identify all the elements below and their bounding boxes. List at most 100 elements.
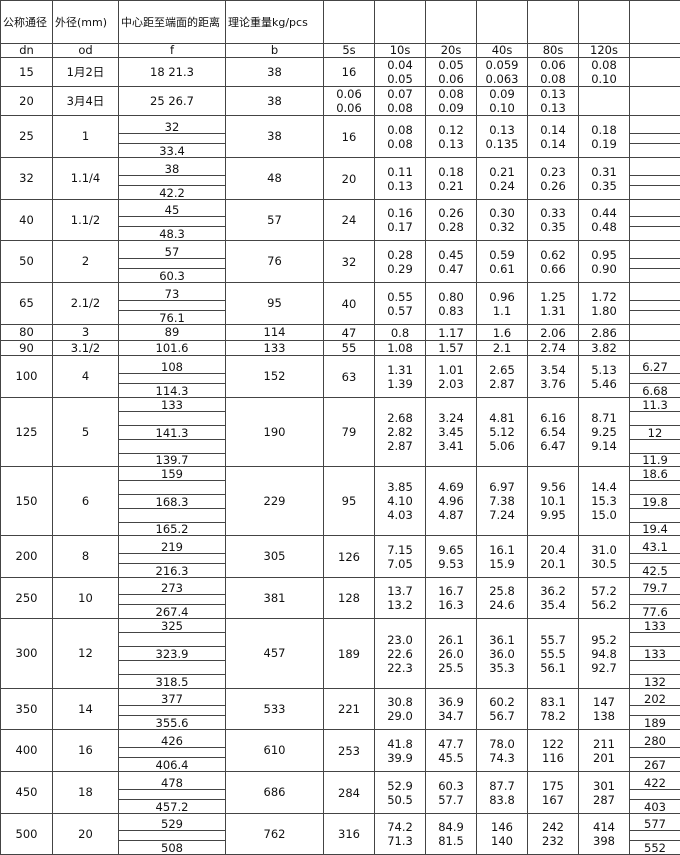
weight-value: 16.7 <box>426 584 476 598</box>
weight-value: 0.06 <box>324 101 374 115</box>
header-code: 10s <box>375 44 426 58</box>
extra-cell: 133 <box>630 647 680 661</box>
weight-value: 39.9 <box>375 751 425 765</box>
weight-value: 0.24 <box>477 179 527 193</box>
weight-value: 201 <box>579 751 629 765</box>
f-cell: 529 <box>119 814 226 831</box>
weight-value: 81.5 <box>426 834 476 848</box>
weight-value: 55.5 <box>528 647 578 661</box>
weight-value: 36.9 <box>426 695 476 709</box>
header-code: 20s <box>426 44 477 58</box>
weight-value: 0.16 <box>375 206 425 220</box>
od-cell: 2.1/2 <box>53 283 119 325</box>
weight-value: 0.26 <box>426 206 476 220</box>
weight-value: 0.33 <box>528 206 578 220</box>
weight-value: 56.2 <box>579 598 629 612</box>
extra-cell: 280 <box>630 730 680 748</box>
weight-value: 16.3 <box>426 598 476 612</box>
weight-value: 56.7 <box>477 709 527 723</box>
dn-cell: 400 <box>1 730 53 772</box>
weight-value: 94.8 <box>579 647 629 661</box>
extra-cell <box>630 58 680 87</box>
od-cell: 4 <box>53 356 119 398</box>
weight-value: 0.21 <box>477 165 527 179</box>
weight-value: 63 <box>324 370 374 384</box>
weight-value: 84.9 <box>426 820 476 834</box>
od-cell: 1 <box>53 116 119 158</box>
weight-value: 0.09 <box>426 101 476 115</box>
weight-5s-cell: 126 <box>324 536 375 578</box>
od-cell: 16 <box>53 730 119 772</box>
weight-120s-cell: 2.86 <box>579 325 630 341</box>
b-cell: 114 <box>226 325 324 341</box>
dn-cell: 25 <box>1 116 53 158</box>
weight-value: 1.31 <box>375 363 425 377</box>
extra-cell <box>630 633 680 647</box>
f-cell: 318.5 <box>119 675 226 689</box>
dn-cell: 450 <box>1 772 53 814</box>
od-cell: 8 <box>53 536 119 578</box>
weight-value: 3.24 <box>426 411 476 425</box>
weight-value: 0.14 <box>528 137 578 151</box>
header-code: dn <box>1 44 53 58</box>
weight-5s-cell: 253 <box>324 730 375 772</box>
f-cell: 457.2 <box>119 800 226 814</box>
weight-value: 1.01 <box>426 363 476 377</box>
b-cell: 48 <box>226 158 324 200</box>
weight-value: 2.65 <box>477 363 527 377</box>
weight-5s-cell: 24 <box>324 200 375 241</box>
weight-80s-cell: 2.06 <box>528 325 579 341</box>
weight-value: 0.21 <box>426 179 476 193</box>
extra-cell <box>630 301 680 311</box>
f-cell: 141.3 <box>119 426 226 440</box>
weight-value: 0.14 <box>528 123 578 137</box>
weight-value: 29.0 <box>375 709 425 723</box>
weight-value: 9.95 <box>528 508 578 522</box>
weight-value: 0.35 <box>528 220 578 234</box>
weight-value: 13.2 <box>375 598 425 612</box>
weight-value: 2.86 <box>579 326 629 340</box>
weight-value: 7.05 <box>375 557 425 571</box>
extra-cell <box>630 116 680 134</box>
f-cell: 165.2 <box>119 523 226 536</box>
od-cell: 14 <box>53 689 119 730</box>
weight-value: 26.1 <box>426 633 476 647</box>
dn-cell: 150 <box>1 467 53 536</box>
weight-value: 3.85 <box>375 480 425 494</box>
weight-value: 284 <box>324 786 374 800</box>
weight-value: 0.06 <box>324 87 374 101</box>
extra-cell <box>630 134 680 144</box>
weight-value: 16 <box>324 65 374 79</box>
od-cell: 3.1/2 <box>53 341 119 356</box>
weight-5s-cell: 95 <box>324 467 375 536</box>
header-row: 公称通径外径(mm)中心距至端面的距离理论重量kg/pcs <box>1 1 680 44</box>
od-cell: 1月2日 <box>53 58 119 87</box>
weight-value: 0.62 <box>528 248 578 262</box>
weight-value: 74.3 <box>477 751 527 765</box>
weight-value: 1.17 <box>426 326 476 340</box>
header-code: b <box>226 44 324 58</box>
weight-value: 78.2 <box>528 709 578 723</box>
weight-value: 7.24 <box>477 508 527 522</box>
weight-value: 34.7 <box>426 709 476 723</box>
dn-cell: 40 <box>1 200 53 241</box>
weight-value: 9.65 <box>426 543 476 557</box>
weight-value: 25.5 <box>426 661 476 675</box>
